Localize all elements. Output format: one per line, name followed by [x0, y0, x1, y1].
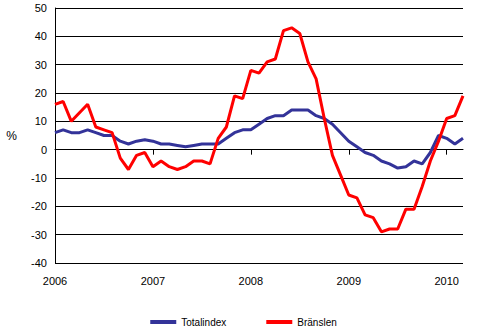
- svg-text:20: 20: [35, 87, 47, 99]
- svg-text:2010: 2010: [434, 275, 458, 287]
- svg-text:2006: 2006: [43, 275, 67, 287]
- svg-text:2007: 2007: [141, 275, 165, 287]
- svg-text:-30: -30: [31, 229, 47, 241]
- svg-text:Totalindex: Totalindex: [181, 317, 226, 328]
- svg-text:Bränslen: Bränslen: [297, 317, 336, 328]
- svg-text:-20: -20: [31, 200, 47, 212]
- svg-text:40: 40: [35, 30, 47, 42]
- svg-text:%: %: [6, 129, 17, 143]
- svg-text:-40: -40: [31, 257, 47, 269]
- svg-text:2009: 2009: [337, 275, 361, 287]
- svg-text:2008: 2008: [239, 275, 263, 287]
- svg-text:10: 10: [35, 115, 47, 127]
- svg-text:0: 0: [41, 144, 47, 156]
- svg-text:50: 50: [35, 2, 47, 14]
- svg-text:30: 30: [35, 59, 47, 71]
- svg-text:-10: -10: [31, 172, 47, 184]
